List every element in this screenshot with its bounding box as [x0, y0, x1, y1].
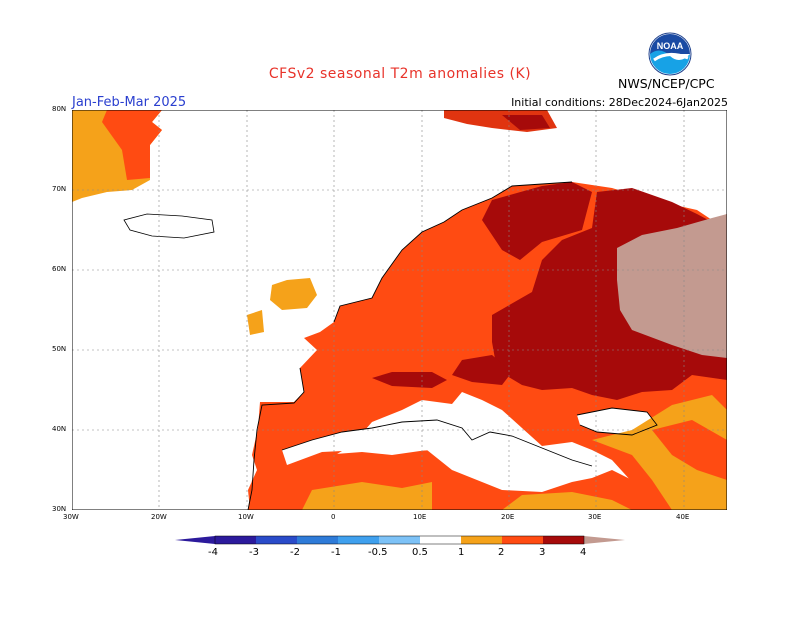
lon-label: 40E: [676, 513, 690, 521]
north-africa-orange: [302, 482, 432, 510]
legend-tick: -4: [208, 547, 218, 558]
chart-title: CFSv2 seasonal T2m anomalies (K): [268, 66, 532, 82]
noaa-logo-text: NOAA: [657, 41, 684, 51]
legend-tick: -0.5: [368, 547, 388, 558]
lon-label: 10W: [238, 513, 254, 521]
legend-tick: 3: [539, 547, 546, 558]
lat-label: 30N: [52, 505, 67, 513]
legend-tick: -1: [331, 547, 341, 558]
color-legend: [175, 535, 625, 545]
coastlines: [247, 181, 658, 510]
legend-tick: 0.5: [412, 547, 428, 558]
lat-label: 50N: [52, 345, 67, 353]
lon-label: 20W: [151, 513, 167, 521]
legend-swatch: [215, 536, 256, 544]
lon-label: 0: [331, 513, 336, 521]
iceland-outline: [123, 213, 215, 239]
russia-brown: [617, 214, 727, 358]
initial-conditions-label: Initial conditions: 28Dec2024-6Jan2025: [511, 96, 728, 109]
lat-label: 80N: [52, 105, 67, 113]
legend-arrow-low: [175, 536, 215, 544]
legend-swatch: [502, 536, 543, 544]
lat-label: 70N: [52, 185, 67, 193]
scandinavia-darkred: [482, 182, 592, 260]
legend-swatch: [338, 536, 379, 544]
legend-arrow-high: [584, 536, 625, 544]
lon-label: 20E: [501, 513, 515, 521]
agency-label: NWS/NCEP/CPC: [618, 76, 715, 91]
uk-orange: [270, 278, 317, 310]
legend-tick: 1: [458, 547, 465, 558]
lon-label: 10E: [413, 513, 427, 521]
legend-swatch: [379, 536, 420, 544]
lon-label: 30E: [588, 513, 602, 521]
noaa-logo: NOAA: [648, 32, 692, 76]
legend-tick: 2: [498, 547, 505, 558]
lon-label: 30W: [63, 513, 79, 521]
period-label: Jan-Feb-Mar 2025: [72, 95, 187, 110]
mediterranean-sea: [282, 420, 592, 482]
anomaly-map: [72, 110, 727, 510]
legend-tick: -3: [249, 547, 259, 558]
legend-swatch: [543, 536, 584, 544]
lat-label: 60N: [52, 265, 67, 273]
legend-tick: 4: [580, 547, 587, 558]
greenland-hot-region: [102, 110, 162, 180]
legend-swatch: [297, 536, 338, 544]
legend-swatch: [256, 536, 297, 544]
legend-tick: -2: [290, 547, 300, 558]
grid-lines: [72, 110, 727, 510]
lat-label: 40N: [52, 425, 67, 433]
legend-swatch: [420, 536, 461, 544]
legend-swatch: [461, 536, 502, 544]
